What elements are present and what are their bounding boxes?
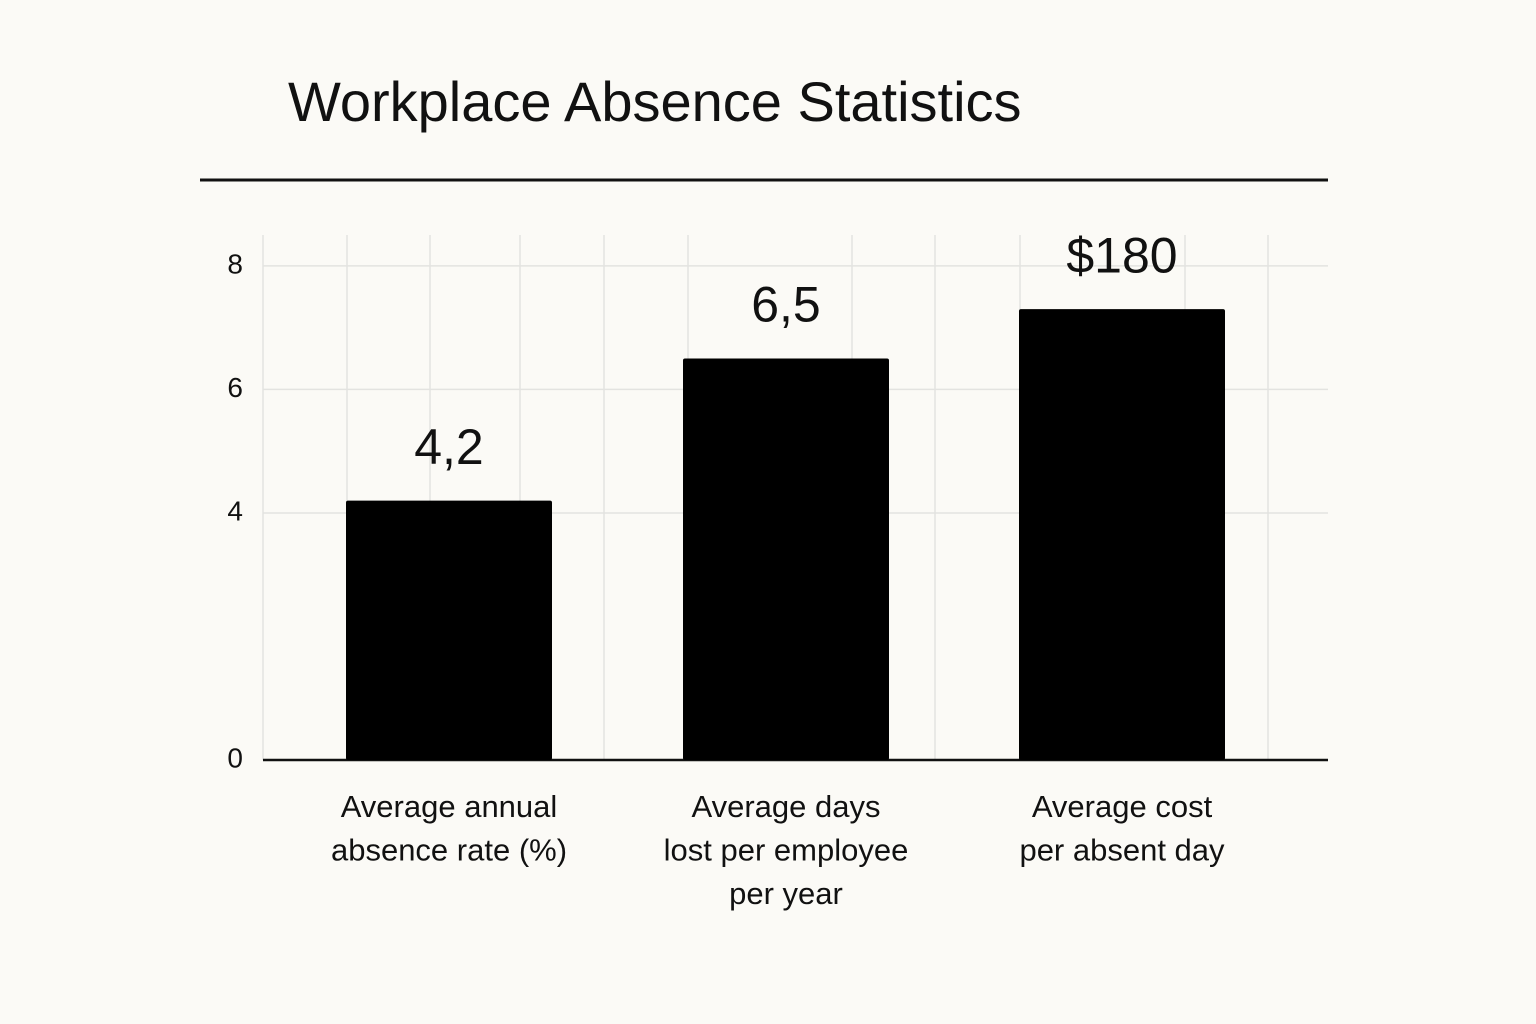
bar — [683, 358, 889, 760]
bar-annotation: 4,2 — [414, 419, 484, 475]
bar — [1019, 309, 1225, 760]
x-tick-label: Average days lost per employee per year — [664, 789, 909, 911]
x-tick-label: Average cost per absent day — [1019, 789, 1225, 868]
bar-annotation: 6,5 — [751, 277, 821, 333]
y-tick-label: 0 — [227, 742, 243, 773]
y-tick-label: 8 — [227, 248, 243, 279]
bar-annotation: $180 — [1066, 227, 1177, 283]
x-tick-label: Average annual absence rate (%) — [331, 789, 567, 868]
chart-title: Workplace Absence Statistics — [288, 70, 1022, 133]
y-tick-label: 6 — [227, 372, 243, 403]
y-tick-label: 4 — [227, 495, 243, 526]
bar — [346, 500, 552, 760]
